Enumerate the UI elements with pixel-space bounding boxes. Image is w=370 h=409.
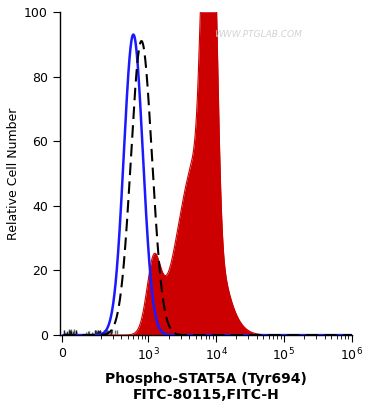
Y-axis label: Relative Cell Number: Relative Cell Number	[7, 107, 20, 240]
Text: WWW.PTGLAB.COM: WWW.PTGLAB.COM	[214, 30, 302, 39]
X-axis label: Phospho-STAT5A (Tyr694)
FITC-80115,FITC-H: Phospho-STAT5A (Tyr694) FITC-80115,FITC-…	[105, 372, 307, 402]
